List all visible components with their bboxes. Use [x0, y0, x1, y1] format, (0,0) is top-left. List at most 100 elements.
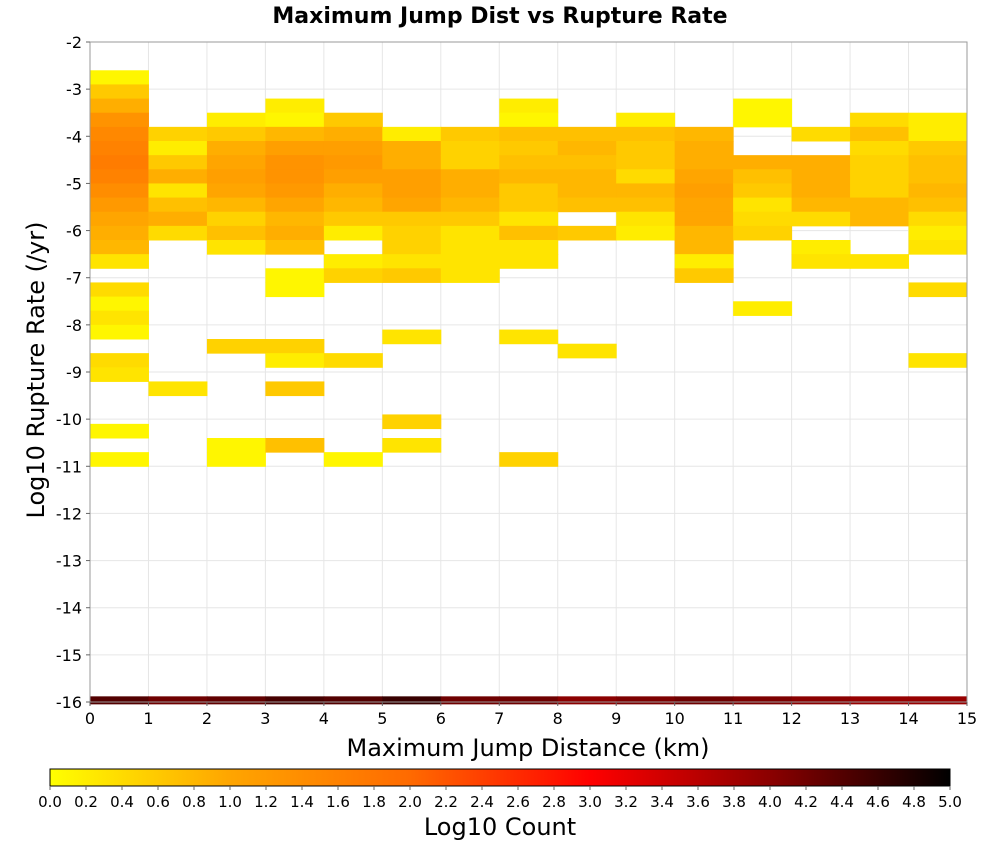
heatmap-cell [908, 240, 968, 255]
heatmap-cell [499, 211, 559, 227]
heatmap-cell [382, 438, 442, 453]
heatmap-cell [206, 169, 266, 184]
heatmap-cell [908, 211, 968, 227]
colorbar-tick-label: 2.0 [398, 793, 422, 811]
heatmap-cell [791, 240, 851, 255]
floor-band-cell [323, 696, 383, 705]
heatmap-cell [499, 141, 559, 156]
heatmap-cell [148, 155, 208, 170]
heatmap-cell [323, 197, 383, 213]
floor-band-cell [382, 696, 442, 705]
heatmap-cell [674, 126, 734, 142]
heatmap-cell [206, 240, 266, 255]
colorbar-tick-label: 5.0 [938, 793, 962, 811]
heatmap-cell [616, 211, 676, 227]
heatmap-cell [499, 240, 559, 255]
floor-band-cell [90, 696, 149, 705]
heatmap-cell [90, 197, 149, 213]
heatmap-cell [499, 452, 559, 467]
heatmap-cell [908, 282, 968, 298]
heatmap-cell [382, 240, 442, 255]
heatmap-cell [265, 268, 325, 283]
floor-band-cell [557, 696, 617, 705]
floor-band-cell [674, 696, 734, 705]
heatmap-cell [499, 225, 559, 241]
heatmap-cell [206, 197, 266, 213]
heatmap-cell [265, 183, 325, 199]
heatmap-cell [90, 112, 149, 128]
colorbar-tick-label: 3.8 [722, 793, 746, 811]
y-tick-label: -13 [56, 552, 82, 571]
colorbar [49, 768, 951, 787]
heatmap-cell [323, 141, 383, 156]
heatmap-cell [382, 414, 442, 430]
heatmap-cell [265, 282, 325, 298]
heatmap-cell [148, 225, 208, 241]
heatmap-cell [265, 240, 325, 255]
x-tick-label: 3 [260, 709, 270, 728]
heatmap-cells [90, 70, 968, 467]
heatmap-cell [499, 126, 559, 142]
colorbar-tick-label: 4.4 [830, 793, 854, 811]
heatmap-cell [850, 183, 910, 199]
heatmap-cell [440, 183, 500, 199]
colorbar-tick-label: 2.2 [434, 793, 458, 811]
x-tick-label: 7 [494, 709, 504, 728]
heatmap-cell [265, 112, 325, 128]
heatmap-cell [908, 225, 968, 241]
heatmap-cell [148, 211, 208, 227]
heatmap-cell [382, 225, 442, 241]
heatmap-cell [557, 155, 617, 170]
heatmap-cell [90, 324, 149, 340]
heatmap-cell [557, 169, 617, 184]
x-tick-label: 6 [436, 709, 446, 728]
heatmap-cell [908, 197, 968, 213]
x-tick-label: 4 [319, 709, 329, 728]
heatmap-cell [148, 197, 208, 213]
heatmap-cell [850, 197, 910, 213]
floor-band-cell [733, 696, 793, 705]
heatmap-cell [499, 169, 559, 184]
heatmap-cell [382, 254, 442, 269]
heatmap-cell [323, 353, 383, 368]
heatmap-cell [499, 183, 559, 199]
colorbar-tick-label: 2.4 [470, 793, 494, 811]
x-tick-label: 11 [723, 709, 743, 728]
heatmap-cell [206, 155, 266, 170]
heatmap-cell [440, 155, 500, 170]
y-tick-label: -11 [56, 457, 82, 476]
colorbar-tick-label: 3.6 [686, 793, 710, 811]
y-tick-label: -3 [66, 80, 82, 99]
heatmap-cell [791, 169, 851, 184]
colorbar-tick-label: 1.6 [326, 793, 350, 811]
floor-band-cell [850, 696, 910, 705]
heatmap-cell [674, 183, 734, 199]
x-tick-label: 14 [898, 709, 918, 728]
heatmap-cell [557, 225, 617, 241]
heatmap-cell [440, 268, 500, 283]
colorbar-tick-label: 0.2 [74, 793, 98, 811]
heatmap-cell [499, 112, 559, 128]
colorbar-tick-label: 1.4 [290, 793, 314, 811]
heatmap-cell [791, 211, 851, 227]
colorbar-tick-label: 4.2 [794, 793, 818, 811]
heatmap-cell [850, 211, 910, 227]
heatmap-cell [557, 343, 617, 359]
heatmap-cell [206, 225, 266, 241]
heatmap-cell [850, 254, 910, 269]
heatmap-cell [206, 438, 266, 453]
colorbar-ticks: 0.0 0.2 0.4 0.6 0.8 1.0 1.2 1.4 1.6 1.8 2.0 2.2 2.4 2… [38, 786, 962, 811]
heatmap-cell [908, 183, 968, 199]
heatmap-cell [90, 169, 149, 184]
heatmap-cell [148, 141, 208, 156]
floor-band-cell [148, 696, 208, 705]
x-tick-label: 0 [85, 709, 95, 728]
heatmap-cell [674, 240, 734, 255]
heatmap-cell [323, 169, 383, 184]
colorbar-tick-label: 4.8 [902, 793, 926, 811]
x-axis-label: Maximum Jump Distance (km) [347, 734, 710, 762]
heatmap-cell [382, 155, 442, 170]
heatmap-cell [733, 197, 793, 213]
heatmap-cell [908, 169, 968, 184]
